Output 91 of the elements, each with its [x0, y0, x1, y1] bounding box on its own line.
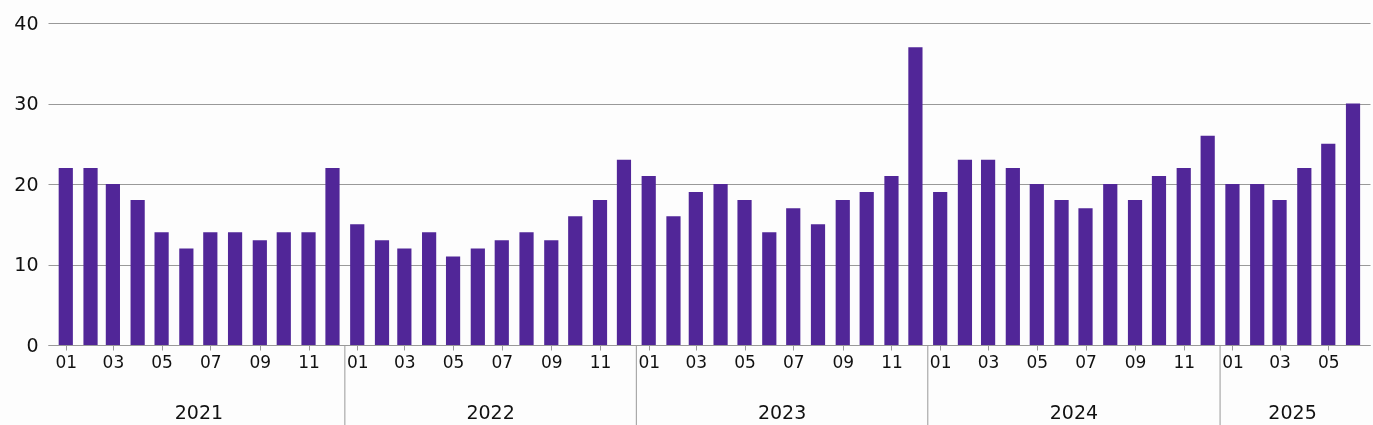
- x-tick-label: 03: [977, 351, 1000, 372]
- x-tick-label: 11: [1173, 351, 1196, 372]
- bar: [1250, 184, 1265, 345]
- bar: [130, 200, 145, 345]
- x-tick-label: 05: [151, 351, 173, 372]
- bar: [1078, 208, 1093, 345]
- bar: [58, 167, 73, 345]
- x-tick-label: 07: [782, 351, 805, 372]
- bar: [641, 175, 656, 345]
- y-tick-label: 0: [26, 333, 39, 356]
- x-tick-label: 11: [589, 351, 612, 372]
- bar: [422, 232, 437, 345]
- x-tick-label: 07: [491, 351, 514, 372]
- bar: [252, 240, 267, 345]
- bar: [1272, 200, 1287, 345]
- bar: [301, 232, 316, 345]
- bar: [1297, 167, 1312, 345]
- bar: [1127, 200, 1143, 345]
- bar: [1225, 184, 1240, 345]
- bar: [325, 167, 340, 345]
- bar: [737, 200, 752, 345]
- x-tick-label: 09: [1124, 351, 1147, 372]
- bar: [1321, 143, 1336, 345]
- bar: [957, 159, 973, 345]
- bar: [713, 184, 728, 345]
- x-tick-label: 05: [442, 351, 465, 372]
- bar: [835, 200, 850, 345]
- text: 2023: [757, 401, 807, 423]
- bar: [1176, 167, 1191, 345]
- x-tick-label: 05: [734, 351, 756, 372]
- bar: [616, 159, 632, 345]
- text: 2025: [1268, 401, 1317, 423]
- bar: [1345, 103, 1361, 345]
- x-tick-label: 09: [249, 351, 272, 372]
- bar: [568, 216, 583, 345]
- bar: [980, 159, 996, 345]
- bar: [179, 248, 194, 345]
- bar: [1151, 175, 1167, 345]
- bar: [470, 248, 485, 345]
- bar: [592, 200, 608, 345]
- x-tick-label: 03: [102, 351, 125, 372]
- x-tick-label: 03: [685, 351, 708, 372]
- text: 2022: [466, 401, 515, 423]
- text: 2021: [174, 401, 224, 423]
- text: 2024: [1049, 401, 1099, 423]
- bar: [350, 224, 365, 345]
- y-tick-label: 40: [14, 11, 39, 34]
- x-tick-label: 09: [832, 351, 855, 372]
- bar: [884, 175, 899, 345]
- y-tick-label: 30: [14, 92, 39, 114]
- x-tick-label: 11: [298, 351, 320, 372]
- bar: [83, 167, 98, 345]
- x-tick-label: 01: [55, 351, 78, 372]
- x-tick-label: 05: [1026, 351, 1049, 372]
- x-tick-label: 09: [540, 351, 563, 372]
- x-tick-label: 07: [1075, 351, 1097, 372]
- bar: [933, 192, 948, 345]
- bar: [494, 240, 509, 345]
- bar: [519, 232, 534, 345]
- bar: [154, 232, 169, 345]
- y-tick-label: 10: [14, 253, 39, 275]
- x-tick-label: 05: [1317, 351, 1340, 372]
- bar: [688, 192, 703, 345]
- bar: [203, 232, 218, 345]
- bar: [908, 47, 923, 345]
- x-tick-label: 01: [929, 351, 952, 372]
- bar: [544, 240, 559, 345]
- bar: [1054, 200, 1069, 345]
- bar: [1005, 167, 1020, 345]
- bar: [762, 232, 777, 345]
- bar: [105, 184, 120, 345]
- bar: [1029, 184, 1044, 345]
- bar: [786, 208, 801, 345]
- bar: [374, 240, 390, 345]
- bar: [397, 248, 412, 345]
- bar: [666, 216, 681, 345]
- x-tick-label: 03: [1269, 351, 1291, 372]
- bar: [276, 232, 291, 345]
- x-tick-label: 01: [638, 351, 661, 372]
- bar: [810, 224, 826, 345]
- x-tick-label: 03: [394, 351, 416, 372]
- x-tick-label: 07: [199, 351, 222, 372]
- x-tick-label: 11: [881, 351, 903, 372]
- x-tick-label: 01: [1222, 351, 1244, 372]
- bar: [859, 192, 874, 345]
- bar: [227, 232, 243, 345]
- bar: [1103, 184, 1118, 345]
- y-tick-label: 20: [14, 172, 39, 195]
- bar: [445, 256, 461, 345]
- bar: [1200, 135, 1215, 345]
- x-tick-label: 01: [346, 351, 369, 372]
